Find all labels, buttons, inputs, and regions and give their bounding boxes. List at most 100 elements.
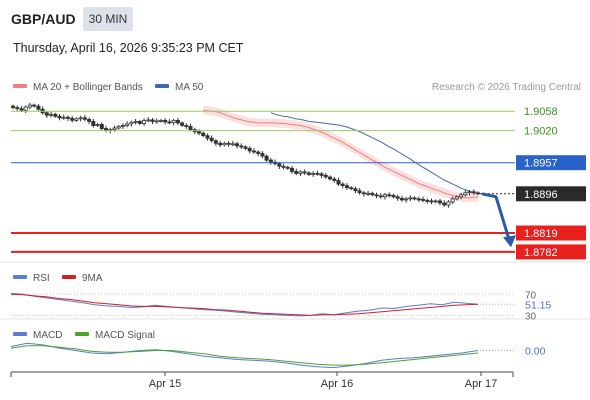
candle-body	[285, 166, 290, 169]
candle-body	[327, 176, 332, 180]
candle-body	[450, 198, 455, 203]
forecast-arrow-head	[503, 235, 516, 248]
candle-body	[27, 104, 32, 108]
legend-swatch-rsi-9ma	[62, 275, 76, 279]
candle-body	[277, 163, 282, 167]
candle-body	[133, 121, 138, 123]
candle-body	[66, 116, 71, 119]
candle-body	[475, 192, 480, 195]
candle-body	[163, 120, 168, 123]
support-level-box	[516, 244, 586, 260]
candle-body	[112, 127, 117, 130]
candle-body	[256, 151, 261, 154]
rsi-tick-30: 30	[525, 311, 537, 322]
candle-body	[23, 106, 28, 111]
candle-body	[180, 122, 185, 126]
macd-line	[10, 342, 479, 369]
candle-body	[251, 150, 256, 153]
chart-datetime: Thursday, April 16, 2026 9:35:23 PM CET	[13, 41, 244, 55]
x-axis-label: Apr 16	[321, 378, 353, 390]
candle-body	[459, 194, 464, 198]
candle-body	[137, 121, 142, 124]
candle-body	[319, 173, 324, 176]
chart-header: GBP/AUD 30 MIN Thursday, April 16, 2026 …	[0, 0, 590, 70]
last-level-label: 1.8896	[524, 189, 558, 201]
candle-body	[315, 172, 320, 175]
candle-body	[344, 185, 349, 189]
candle-body	[433, 200, 438, 203]
candle-body	[150, 119, 155, 122]
last-level-box	[516, 186, 586, 202]
bollinger-band	[203, 105, 478, 203]
candle-body	[391, 194, 396, 198]
candle-body	[357, 190, 362, 194]
legend-label-ma20: MA 20 + Bollinger Bands	[33, 82, 143, 93]
candle-body	[230, 143, 235, 146]
timeframe-badge[interactable]: 30 MIN	[83, 7, 133, 31]
ma20-line	[203, 109, 478, 199]
legend-swatch-macd-signal	[75, 332, 89, 336]
macd-tick-zero: 0.00	[525, 346, 546, 358]
candle-body	[239, 145, 244, 148]
rsi-current-value: 51.15	[525, 299, 551, 311]
candle-body	[226, 142, 231, 145]
rsi-9ma-line	[10, 293, 479, 316]
legend-label-macd-signal: MACD Signal	[95, 330, 155, 341]
candle-body	[218, 142, 223, 146]
candle-body	[10, 105, 15, 108]
candle-body	[298, 171, 303, 174]
legend-label-rsi: RSI	[33, 273, 50, 284]
candle-body	[332, 178, 337, 181]
candle-body	[408, 197, 413, 200]
candle-body	[463, 192, 468, 196]
candle-body	[361, 192, 366, 195]
candle-body	[129, 122, 134, 125]
candle-body	[171, 120, 176, 123]
candle-body	[209, 137, 214, 142]
candle-body	[36, 105, 41, 110]
candle-body	[125, 123, 130, 126]
legend-label-rsi-9ma: 9MA	[82, 273, 103, 284]
candle-body	[15, 107, 20, 109]
candle-body	[370, 192, 375, 196]
legend-swatch-rsi	[13, 275, 27, 279]
candle-body	[141, 120, 146, 124]
candle-body	[416, 198, 421, 201]
candle-body	[387, 194, 392, 197]
candle-body	[442, 202, 447, 206]
candle-body	[222, 142, 227, 146]
forecast-arrow	[481, 192, 511, 240]
candle-body	[281, 165, 286, 168]
legend-label-ma50: MA 50	[175, 82, 204, 93]
candle-body	[425, 199, 430, 202]
candle-body	[49, 113, 54, 116]
candle-body	[311, 172, 316, 175]
candle-body	[99, 124, 104, 129]
support-level-label: 1.8782	[524, 247, 558, 259]
research-credit: Research © 2026 Trading Central	[432, 82, 581, 93]
candle-body	[154, 120, 159, 123]
candle-body	[44, 112, 49, 116]
candle-body	[196, 131, 201, 134]
symbol-title: GBP/AUD	[11, 11, 76, 27]
candle-body	[78, 117, 83, 120]
candle-body	[399, 197, 404, 201]
pivot-level-box	[516, 155, 586, 171]
candle-body	[184, 125, 189, 127]
candle-body	[175, 120, 180, 124]
candle-body	[201, 132, 206, 137]
candle-body	[243, 146, 248, 149]
x-axis-label: Apr 15	[149, 378, 181, 390]
candle-body	[336, 180, 341, 185]
candle-body	[234, 143, 239, 147]
candle-body	[53, 113, 58, 117]
candle-body	[74, 118, 79, 121]
pivot-level-label: 1.8957	[524, 158, 558, 170]
candle-body	[378, 195, 383, 198]
candle-body	[323, 174, 328, 178]
candle-body	[429, 200, 434, 203]
candle-body	[57, 115, 62, 119]
candle-body	[70, 117, 75, 121]
candle-body	[349, 187, 354, 190]
